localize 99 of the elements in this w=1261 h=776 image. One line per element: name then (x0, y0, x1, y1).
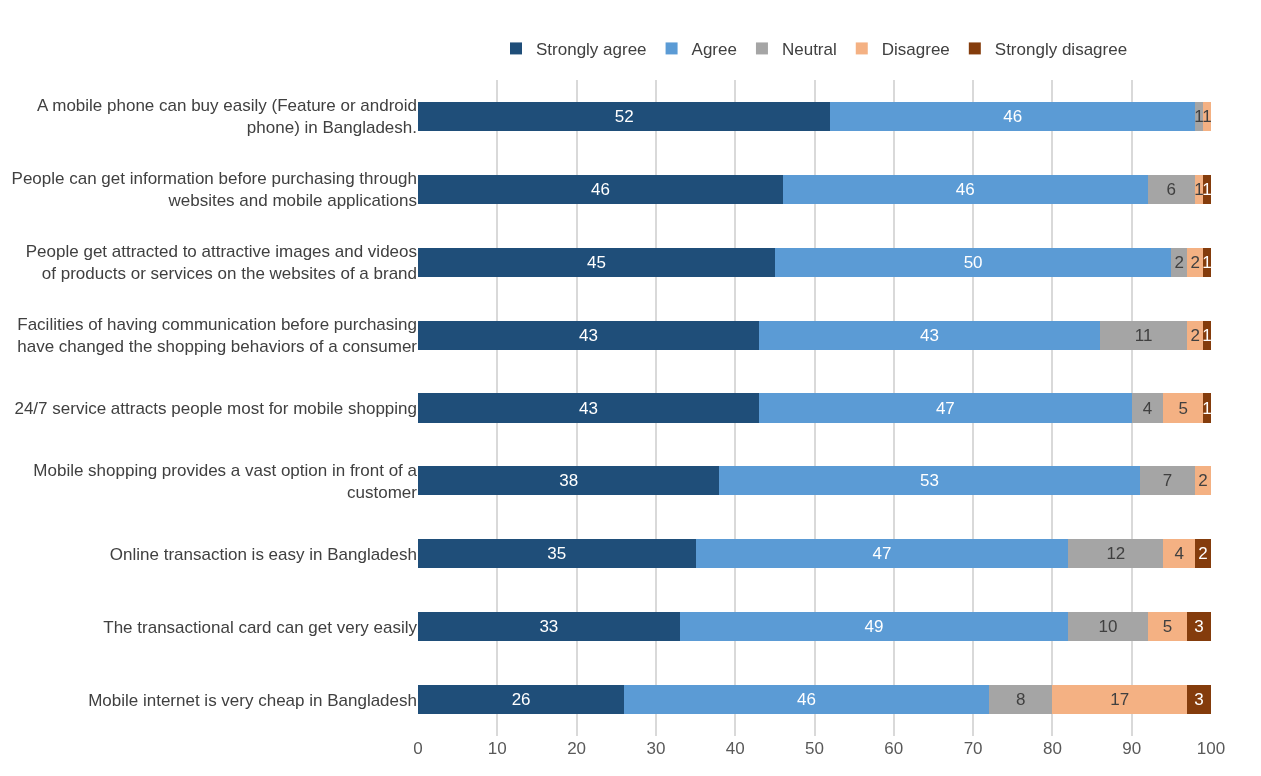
data-label: 1 (1202, 106, 1212, 126)
data-label: 38 (559, 471, 579, 491)
data-label: 5 (1162, 617, 1173, 637)
data-label: 52 (614, 106, 634, 126)
x-tick-label: 40 (725, 739, 745, 758)
x-tick-label: 20 (567, 739, 587, 758)
bar (1187, 612, 1211, 642)
data-label: 5 (1178, 398, 1188, 418)
y-tick-label: Mobile shopping provides a vast option in front of a customer (33, 460, 418, 502)
legend-label: Neutral (781, 40, 837, 60)
data-label: 45 (586, 252, 606, 272)
bar (418, 684, 625, 715)
data-label: 3 (1194, 690, 1204, 710)
legend-label: Disagree (881, 40, 950, 60)
bar (782, 174, 1148, 204)
data-label: 46 (1003, 106, 1023, 126)
bar (418, 466, 720, 496)
x-tick-label: 0 (413, 739, 423, 758)
y-tick-label: The transactional card can get very easily (103, 617, 418, 637)
bar (719, 466, 1140, 496)
y-tick-label: A mobile phone can buy easily (Feature or android phone) in Bangladesh. (37, 96, 417, 138)
data-label: 46 (590, 179, 610, 199)
y-tick-label: People can get information before purchasing through websites and mobile applications (11, 169, 417, 211)
data-label: 17 (1110, 690, 1130, 710)
x-tick-label: 100 (1196, 739, 1226, 758)
bar (774, 247, 1172, 277)
bar (1163, 539, 1196, 569)
data-label: 12 (1106, 544, 1126, 564)
data-label: 1 (1202, 398, 1212, 418)
bar (418, 320, 759, 350)
bar (988, 684, 1053, 715)
bar (679, 612, 1069, 642)
bar (758, 320, 1100, 350)
bar (695, 539, 1069, 569)
bar (1163, 393, 1204, 423)
data-label: 11 (1134, 325, 1153, 345)
bar (1068, 539, 1164, 569)
data-label: 43 (579, 398, 598, 418)
y-tick-label: Mobile internet is very cheap in Bangladesh (88, 690, 417, 710)
x-tick-label: 90 (1122, 739, 1142, 758)
bar (1052, 684, 1188, 715)
data-label: 43 (920, 325, 939, 345)
data-label: 8 (1015, 690, 1026, 710)
bar (1068, 612, 1148, 642)
legend-label: Strongly disagree (994, 40, 1128, 60)
data-label: 4 (1142, 398, 1153, 418)
bar (624, 684, 989, 715)
data-label: 53 (920, 471, 939, 491)
y-tick-label: People get attracted to attractive images and videos of products or services on the websites of a brand (25, 242, 417, 284)
data-label: 33 (539, 617, 559, 637)
data-label: 49 (864, 617, 884, 637)
data-label: 35 (547, 544, 567, 564)
data-label: 46 (955, 179, 975, 199)
bar (1147, 612, 1188, 642)
data-label: 47 (935, 398, 955, 418)
data-label: 7 (1162, 471, 1173, 491)
bar (1187, 684, 1211, 715)
data-label: 43 (579, 325, 598, 345)
data-label: 1 (1202, 325, 1212, 345)
bar (830, 101, 1196, 132)
bar (1131, 393, 1164, 423)
data-label: 2 (1198, 471, 1208, 491)
legend-label: Agree (691, 40, 737, 60)
y-tick-label: Facilities of having communication before purchasing have changed the shopping behaviors of a consumer (17, 315, 418, 357)
data-label: 2 (1190, 252, 1200, 272)
bar (418, 612, 680, 642)
data-label: 46 (797, 690, 817, 710)
bar (758, 393, 1132, 423)
data-label: 50 (963, 252, 983, 272)
data-label: 2 (1174, 252, 1185, 272)
y-tick-label: Online transaction is easy in Bangladesh (109, 544, 417, 564)
legend-label: Strongly agree (536, 40, 647, 60)
data-label: 2 (1198, 544, 1208, 564)
bar (418, 247, 775, 277)
bar (418, 174, 783, 204)
data-label: 3 (1194, 617, 1204, 637)
data-label: 26 (511, 690, 531, 710)
data-label: 1 (1202, 252, 1212, 272)
data-label: 47 (872, 544, 892, 564)
bar (1139, 466, 1196, 496)
data-label: 6 (1166, 179, 1177, 199)
data-label: 10 (1098, 617, 1118, 637)
data-label: 1 (1194, 106, 1204, 126)
bar (1099, 320, 1188, 350)
data-label: 4 (1174, 544, 1185, 564)
bar (1147, 174, 1196, 204)
data-label: 2 (1190, 325, 1200, 345)
x-tick-label: 10 (487, 739, 507, 758)
x-tick-label: 30 (646, 739, 666, 758)
x-tick-label: 80 (1042, 739, 1062, 758)
x-tick-label: 50 (805, 739, 824, 758)
data-label: 1 (1194, 179, 1204, 199)
x-tick-label: 70 (963, 739, 983, 758)
x-tick-label: 60 (884, 739, 904, 758)
bar (418, 393, 759, 423)
bar (418, 101, 831, 132)
bar (418, 539, 696, 569)
y-tick-label: 24/7 service attracts people most for mobile shopping (14, 398, 417, 418)
data-label: 1 (1202, 179, 1212, 199)
